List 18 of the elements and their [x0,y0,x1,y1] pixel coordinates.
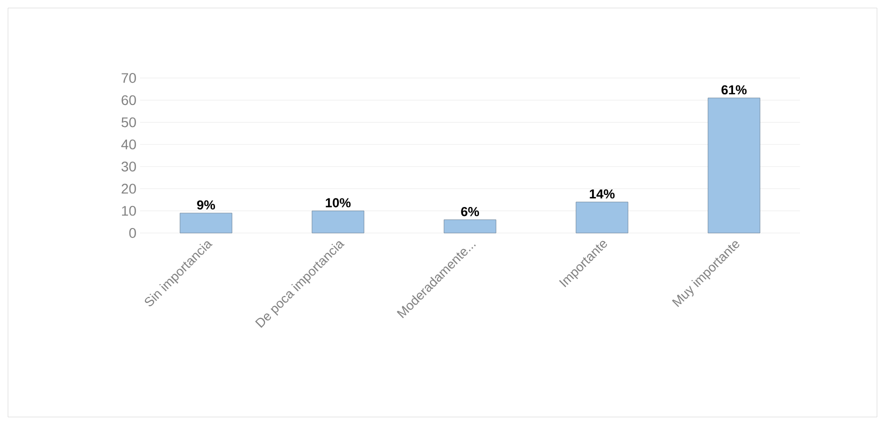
y-tick-label: 70 [122,73,136,83]
y-tick-label: 40 [121,139,136,150]
y-tick-label: 50 [122,117,136,128]
bar [576,202,628,234]
bar [444,220,496,234]
y-tick-label: 60 [122,95,136,106]
y-tick-label: 20 [122,184,136,194]
bar [312,210,364,234]
data-label: 14% [590,189,615,198]
data-label: 10% [326,198,351,208]
y-tick-label: 10 [122,206,136,216]
data-label: 9% [197,200,216,210]
bar [180,212,232,234]
data-label: 6% [461,207,480,216]
y-tick-label: 30 [122,162,136,172]
bar [708,98,760,234]
data-label: 61% [722,85,747,94]
y-tick-label: 0 [129,228,136,238]
